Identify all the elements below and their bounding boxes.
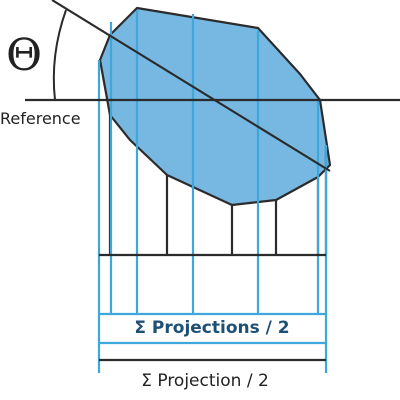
projection-half-label: Σ Projection / 2 xyxy=(141,371,269,391)
theta-label: Θ xyxy=(6,30,42,81)
diagonal-axis-line xyxy=(51,0,331,172)
reference-label: Reference xyxy=(0,109,81,128)
angle-arc xyxy=(52,9,67,101)
blue-projection-lines xyxy=(97,10,328,373)
projections-bracket xyxy=(99,312,326,345)
particle-shape xyxy=(98,6,332,207)
projections-half-label: Σ Projections / 2 xyxy=(134,318,289,338)
